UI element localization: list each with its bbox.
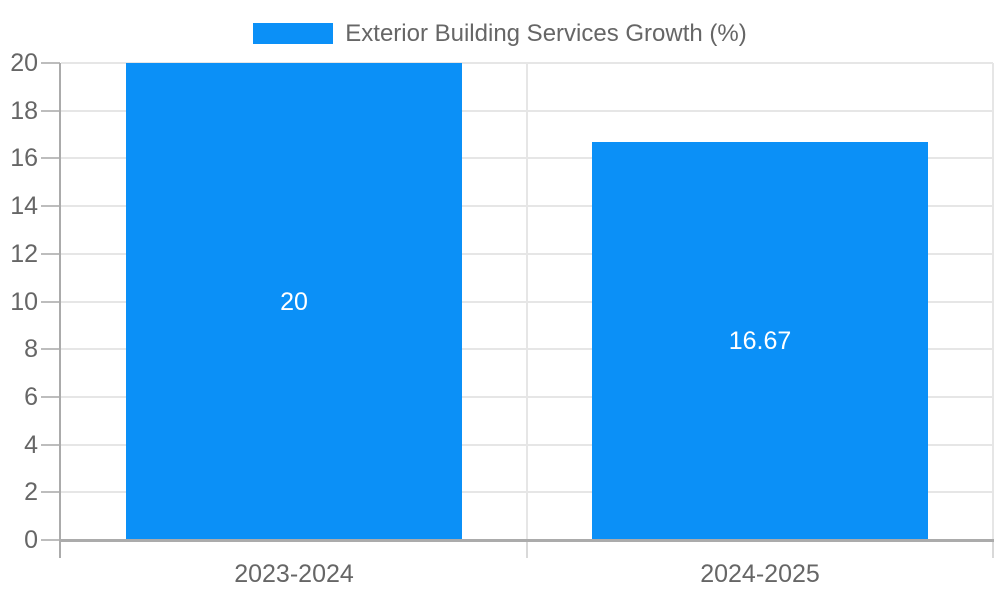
y-tick — [41, 539, 60, 541]
y-tick-label: 14 — [10, 192, 38, 221]
y-tick — [41, 491, 60, 494]
y-tick — [41, 252, 60, 255]
legend-swatch — [253, 23, 334, 44]
y-tick-label: 20 — [10, 49, 38, 77]
y-tick-label: 10 — [10, 287, 38, 316]
y-tick-label: 6 — [24, 382, 38, 411]
y-tick — [41, 395, 60, 398]
bar[interactable] — [126, 63, 462, 540]
y-tick — [41, 157, 60, 160]
legend-label: Exterior Building Services Growth (%) — [345, 20, 747, 47]
legend-item[interactable]: Exterior Building Services Growth (%) — [253, 20, 747, 47]
bar[interactable] — [592, 142, 928, 540]
y-tick-label: 8 — [24, 335, 38, 364]
bar-value-label: 16.67 — [728, 327, 792, 356]
bar-value-label: 20 — [280, 287, 308, 316]
y-tick — [41, 443, 60, 446]
x-axis-label: 2024-2025 — [700, 560, 820, 588]
y-tick-label: 0 — [24, 526, 38, 554]
x-tick — [992, 540, 994, 558]
x-gridline — [992, 63, 994, 540]
y-tick-label: 4 — [24, 430, 38, 459]
x-axis-label: 2023-2024 — [234, 560, 354, 588]
y-tick-label: 12 — [10, 239, 38, 268]
y-tick — [41, 205, 60, 208]
x-tick — [526, 540, 528, 558]
y-tick-label: 18 — [10, 96, 38, 125]
y-axis-line — [59, 63, 61, 558]
y-tick — [41, 109, 60, 112]
x-axis-line — [59, 539, 994, 542]
y-tick-label: 2 — [24, 478, 38, 507]
y-tick — [41, 300, 60, 303]
chart-legend: Exterior Building Services Growth (%) — [0, 21, 1000, 46]
y-tick-label: 16 — [10, 144, 38, 173]
x-gridline — [526, 63, 528, 540]
y-tick — [41, 348, 60, 351]
y-tick — [41, 62, 60, 64]
